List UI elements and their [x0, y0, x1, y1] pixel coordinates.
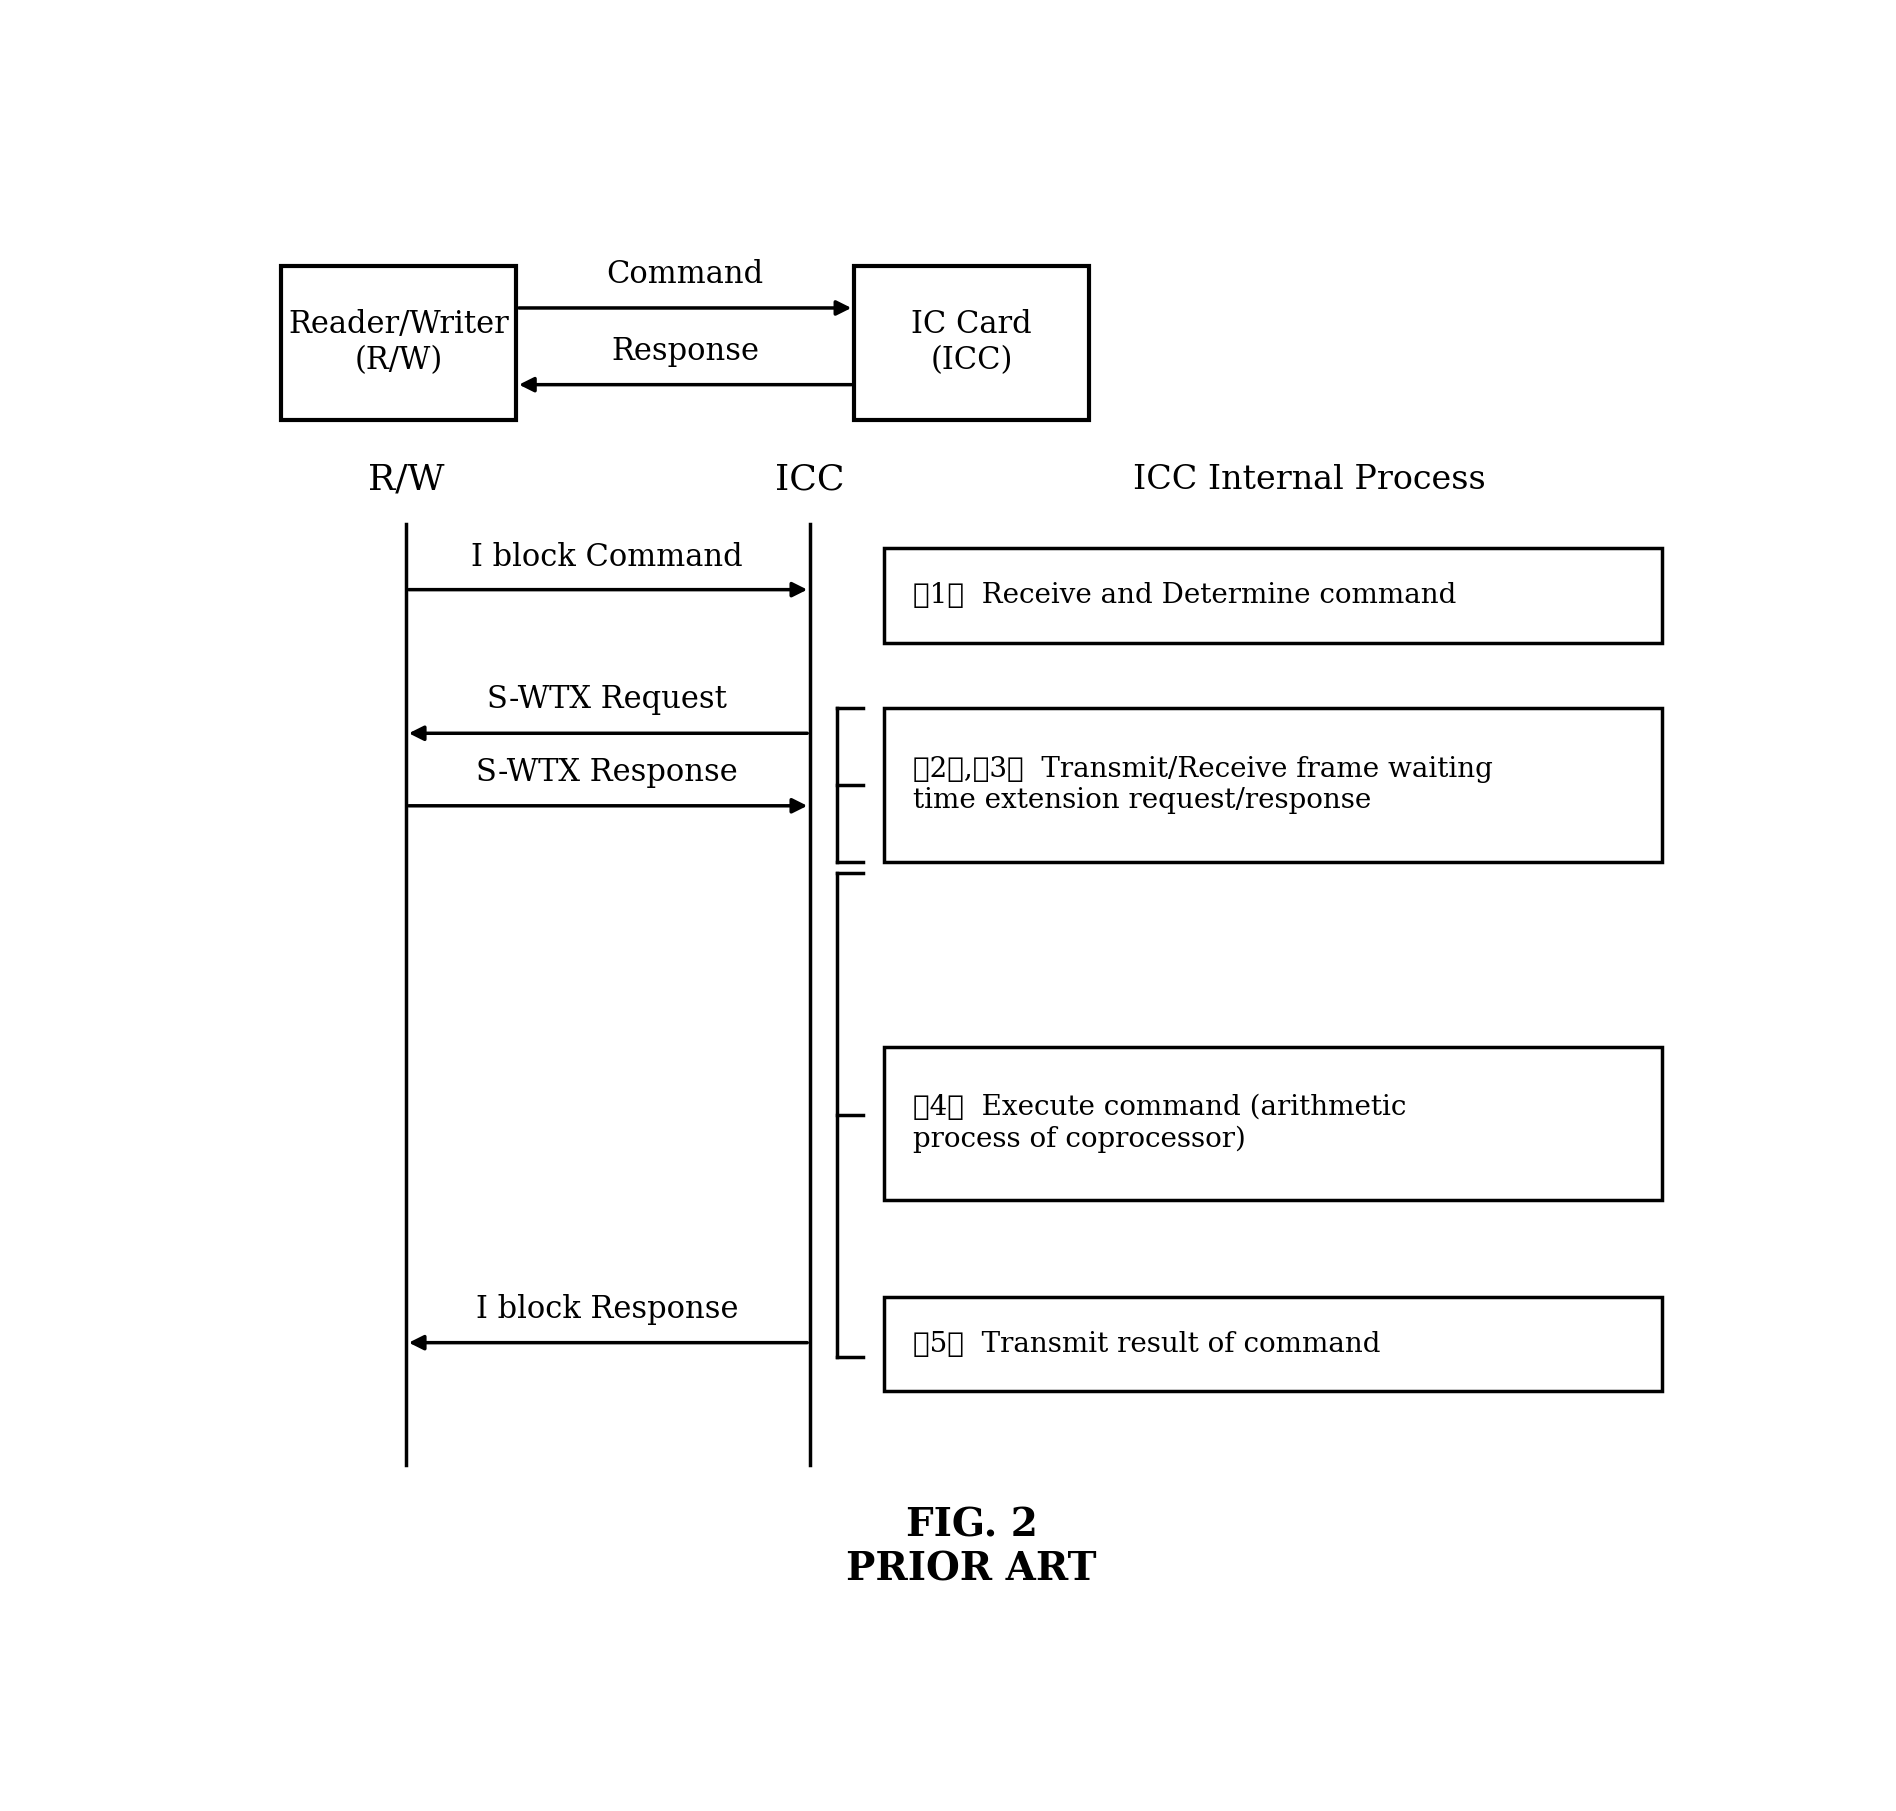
Text: PRIOR ART: PRIOR ART: [846, 1550, 1098, 1588]
Text: （1）  Receive and Determine command: （1） Receive and Determine command: [914, 581, 1456, 608]
Text: Reader/Writer
(R/W): Reader/Writer (R/W): [288, 310, 508, 377]
Bar: [884, 708, 1663, 862]
Bar: [884, 547, 1663, 643]
Text: R/W: R/W: [368, 462, 444, 496]
Bar: [884, 1047, 1663, 1201]
Bar: [281, 266, 516, 420]
Text: S-WTX Request: S-WTX Request: [487, 685, 728, 715]
Text: （4）  Execute command (arithmetic
process of coprocessor): （4） Execute command (arithmetic process …: [914, 1094, 1407, 1154]
Text: FIG. 2: FIG. 2: [906, 1507, 1037, 1545]
Bar: [884, 1297, 1663, 1391]
Text: ICC Internal Process: ICC Internal Process: [1134, 464, 1486, 496]
Text: Response: Response: [611, 335, 758, 366]
Text: I block Command: I block Command: [472, 541, 743, 572]
Text: （5）  Transmit result of command: （5） Transmit result of command: [914, 1331, 1380, 1358]
Text: （2）,（3）  Transmit/Receive frame waiting
time extension request/response: （2）,（3） Transmit/Receive frame waiting t…: [914, 755, 1492, 813]
Text: I block Response: I block Response: [476, 1293, 739, 1324]
Text: IC Card
(ICC): IC Card (ICC): [912, 310, 1031, 377]
Text: S-WTX Response: S-WTX Response: [476, 757, 738, 788]
Text: Command: Command: [607, 259, 764, 290]
Text: ICC: ICC: [775, 462, 846, 496]
Bar: [853, 266, 1088, 420]
